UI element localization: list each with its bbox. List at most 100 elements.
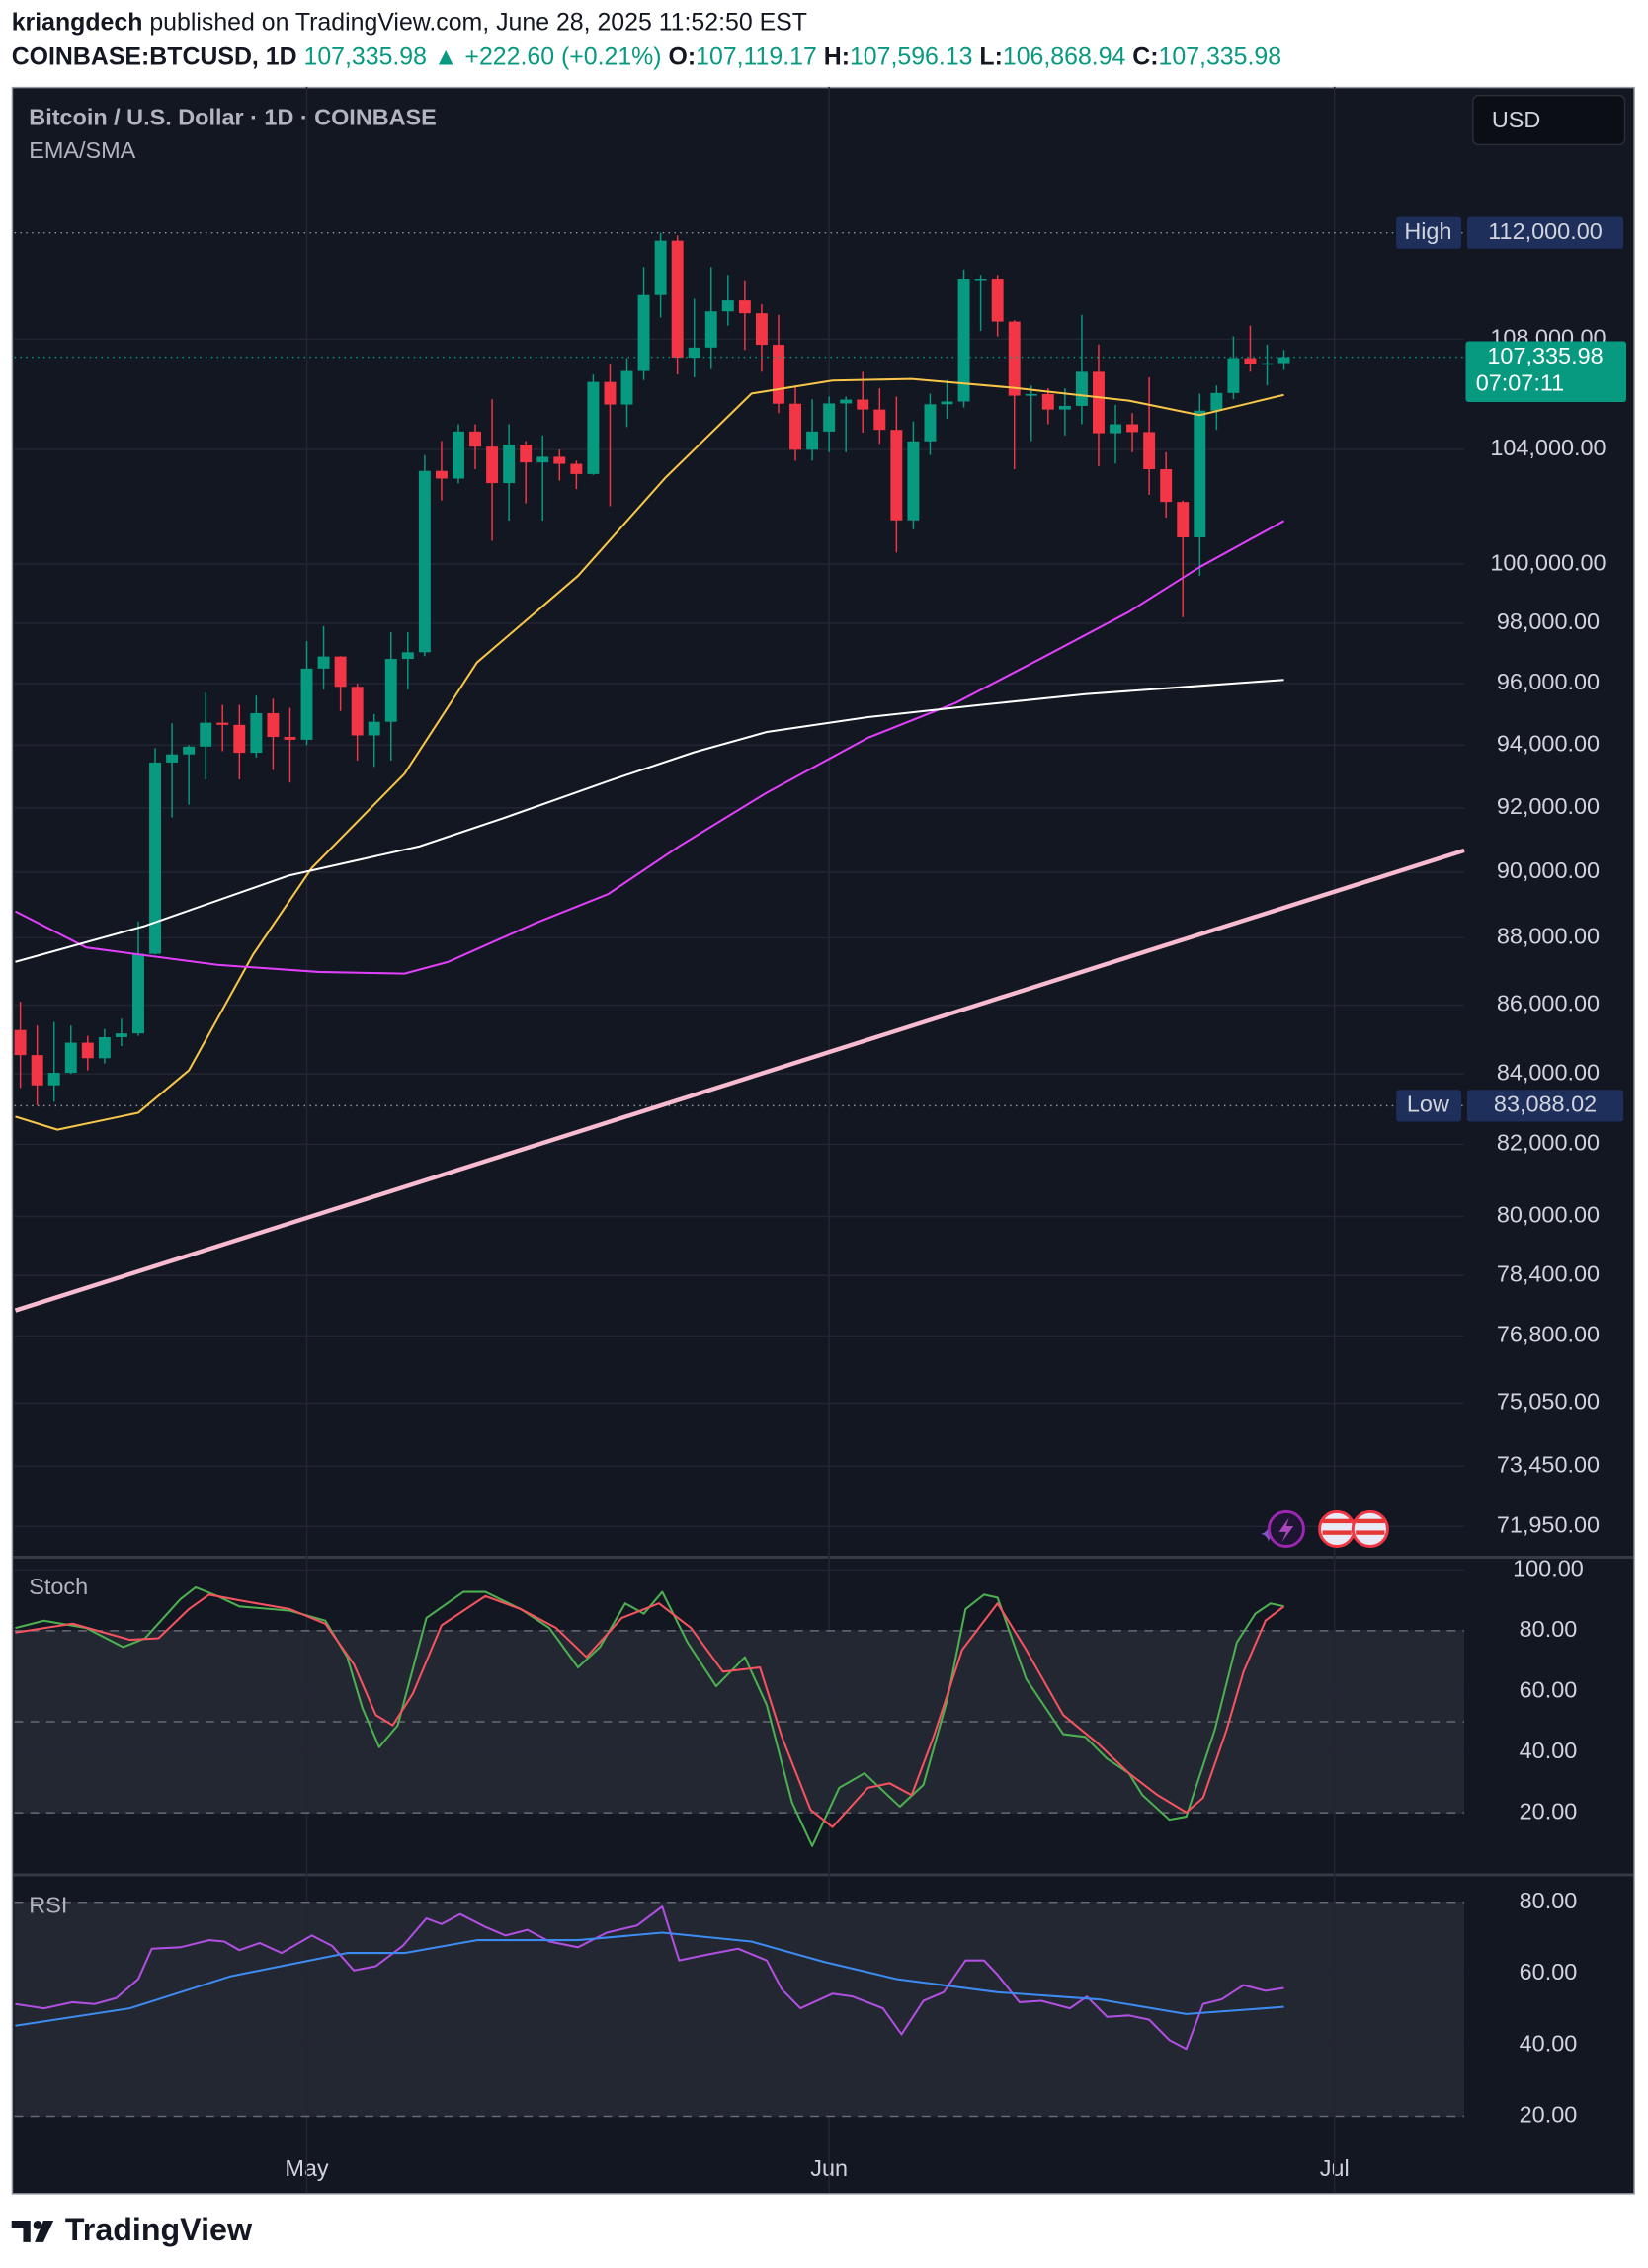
candle-body bbox=[401, 652, 414, 660]
candle-body bbox=[334, 656, 347, 688]
candle-body bbox=[1075, 371, 1088, 406]
logo-mark bbox=[33, 2220, 42, 2229]
extreme-tag-label: High bbox=[1404, 218, 1451, 244]
symbol-line: COINBASE:BTCUSD, 1D 107,335.98 ▲ +222.60… bbox=[12, 42, 1281, 70]
currency-button[interactable] bbox=[1472, 94, 1626, 146]
y-tick-label: 104,000.00 bbox=[1490, 435, 1606, 460]
candle-body bbox=[806, 431, 819, 450]
candle-body bbox=[1210, 392, 1223, 411]
extreme-tag bbox=[1396, 216, 1462, 249]
candle-body bbox=[469, 431, 481, 447]
y-tick-label: 20.00 bbox=[1520, 1798, 1578, 1823]
candle-body bbox=[823, 403, 836, 432]
candle-body bbox=[688, 347, 700, 359]
published: published on TradingView.com, June 28, 2… bbox=[142, 8, 807, 36]
candle-body bbox=[233, 724, 246, 754]
candle-body bbox=[115, 1033, 127, 1037]
chart-title: Bitcoin / U.S. Dollar · 1D · COINBASE bbox=[29, 104, 437, 129]
y-tick-label: 80,000.00 bbox=[1497, 1202, 1600, 1228]
candle-body bbox=[1093, 371, 1105, 434]
candle-body bbox=[384, 659, 397, 722]
y-tick-label: 40.00 bbox=[1520, 2030, 1578, 2056]
y-tick-label: 75,050.00 bbox=[1497, 1389, 1600, 1415]
panel-title: RSI bbox=[29, 1892, 67, 1917]
candle-body bbox=[857, 399, 869, 410]
y-tick-label: 73,450.00 bbox=[1497, 1451, 1600, 1477]
candle-body bbox=[64, 1042, 77, 1074]
candle-body bbox=[216, 722, 229, 725]
candle-body bbox=[536, 456, 549, 463]
y-tick-label: 71,950.00 bbox=[1497, 1512, 1600, 1538]
candle-body bbox=[553, 456, 566, 464]
candle-body bbox=[1008, 321, 1021, 396]
candle-body bbox=[1194, 410, 1206, 537]
flag-stripe bbox=[1356, 1530, 1385, 1535]
y-tick-label: 80.00 bbox=[1520, 1616, 1578, 1642]
indicator-name: EMA/SMA bbox=[29, 137, 135, 163]
candle-body bbox=[453, 431, 464, 479]
y-tick-label: 90,000.00 bbox=[1497, 857, 1600, 883]
candle-body bbox=[132, 953, 144, 1034]
price: 107,335.98 bbox=[303, 42, 426, 70]
candle-body bbox=[503, 445, 516, 484]
ohlc-key: C: bbox=[1132, 42, 1158, 70]
extreme-tag-label: Low bbox=[1407, 1092, 1449, 1117]
candle-body bbox=[991, 279, 1004, 322]
last-price-label: 107,335.98 bbox=[1487, 343, 1603, 368]
indicator-line bbox=[15, 1931, 1284, 2027]
ohlc-value: 107,335.98 bbox=[1159, 42, 1281, 70]
lightning bbox=[1278, 1517, 1294, 1543]
candle-body bbox=[1143, 432, 1156, 470]
flag-stripe bbox=[1356, 1518, 1385, 1524]
indicator-line bbox=[15, 520, 1285, 975]
flag-stripe bbox=[1322, 1530, 1352, 1535]
candle-body bbox=[98, 1036, 111, 1059]
symbol: COINBASE:BTCUSD, 1D bbox=[12, 42, 297, 70]
extreme-price-box bbox=[1466, 1090, 1624, 1122]
candle-body bbox=[738, 300, 751, 314]
y-tick-label: 60.00 bbox=[1520, 1959, 1578, 1984]
candle-body bbox=[773, 345, 784, 404]
candle-body bbox=[1244, 358, 1257, 364]
y-tick-label: 80.00 bbox=[1520, 1888, 1578, 1913]
candle-body bbox=[1227, 358, 1240, 393]
y-tick-label: 86,000.00 bbox=[1497, 991, 1600, 1016]
ohlc-value: 107,119.17 bbox=[696, 42, 817, 70]
y-tick-label: 88,000.00 bbox=[1497, 924, 1600, 949]
candle-body bbox=[570, 463, 583, 474]
candle-body bbox=[81, 1042, 94, 1059]
candle-body bbox=[1177, 502, 1190, 537]
change: ▲ +222.60 (+0.21%) bbox=[434, 42, 662, 70]
y-tick-label: 60.00 bbox=[1520, 1676, 1578, 1702]
candle-body bbox=[1058, 405, 1071, 410]
flag-icon[interactable] bbox=[1318, 1509, 1357, 1548]
candle-body bbox=[435, 470, 448, 479]
candle-body bbox=[924, 404, 937, 442]
ohlc-value: 107,596.13 bbox=[850, 42, 972, 70]
candle-body bbox=[840, 399, 853, 404]
candle-body bbox=[368, 721, 380, 736]
ohlc-key: O: bbox=[669, 42, 697, 70]
candle-body bbox=[1025, 393, 1037, 396]
candle-body bbox=[587, 381, 600, 474]
ohlc-key: H: bbox=[824, 42, 850, 70]
flag-icon[interactable] bbox=[1351, 1509, 1389, 1548]
y-tick-label: 40.00 bbox=[1520, 1738, 1578, 1763]
last-price-box bbox=[1465, 341, 1627, 402]
y-tick-label: 84,000.00 bbox=[1497, 1059, 1600, 1085]
panel bbox=[14, 1873, 1465, 2194]
y-tick-label: 76,800.00 bbox=[1497, 1322, 1600, 1347]
footer-logo: TradingView bbox=[11, 2212, 253, 2247]
y-tick-label: 78,400.00 bbox=[1497, 1260, 1600, 1286]
footer-brand: TradingView bbox=[65, 2212, 253, 2247]
candle-body bbox=[1126, 424, 1139, 433]
indicator-line bbox=[15, 377, 1284, 1131]
ohlc-key: L: bbox=[979, 42, 1002, 70]
candle-body bbox=[671, 240, 684, 359]
candle-body bbox=[974, 279, 987, 281]
currency-label[interactable]: USD bbox=[1492, 107, 1540, 132]
candle-body bbox=[351, 687, 364, 736]
candle-body bbox=[654, 240, 667, 295]
